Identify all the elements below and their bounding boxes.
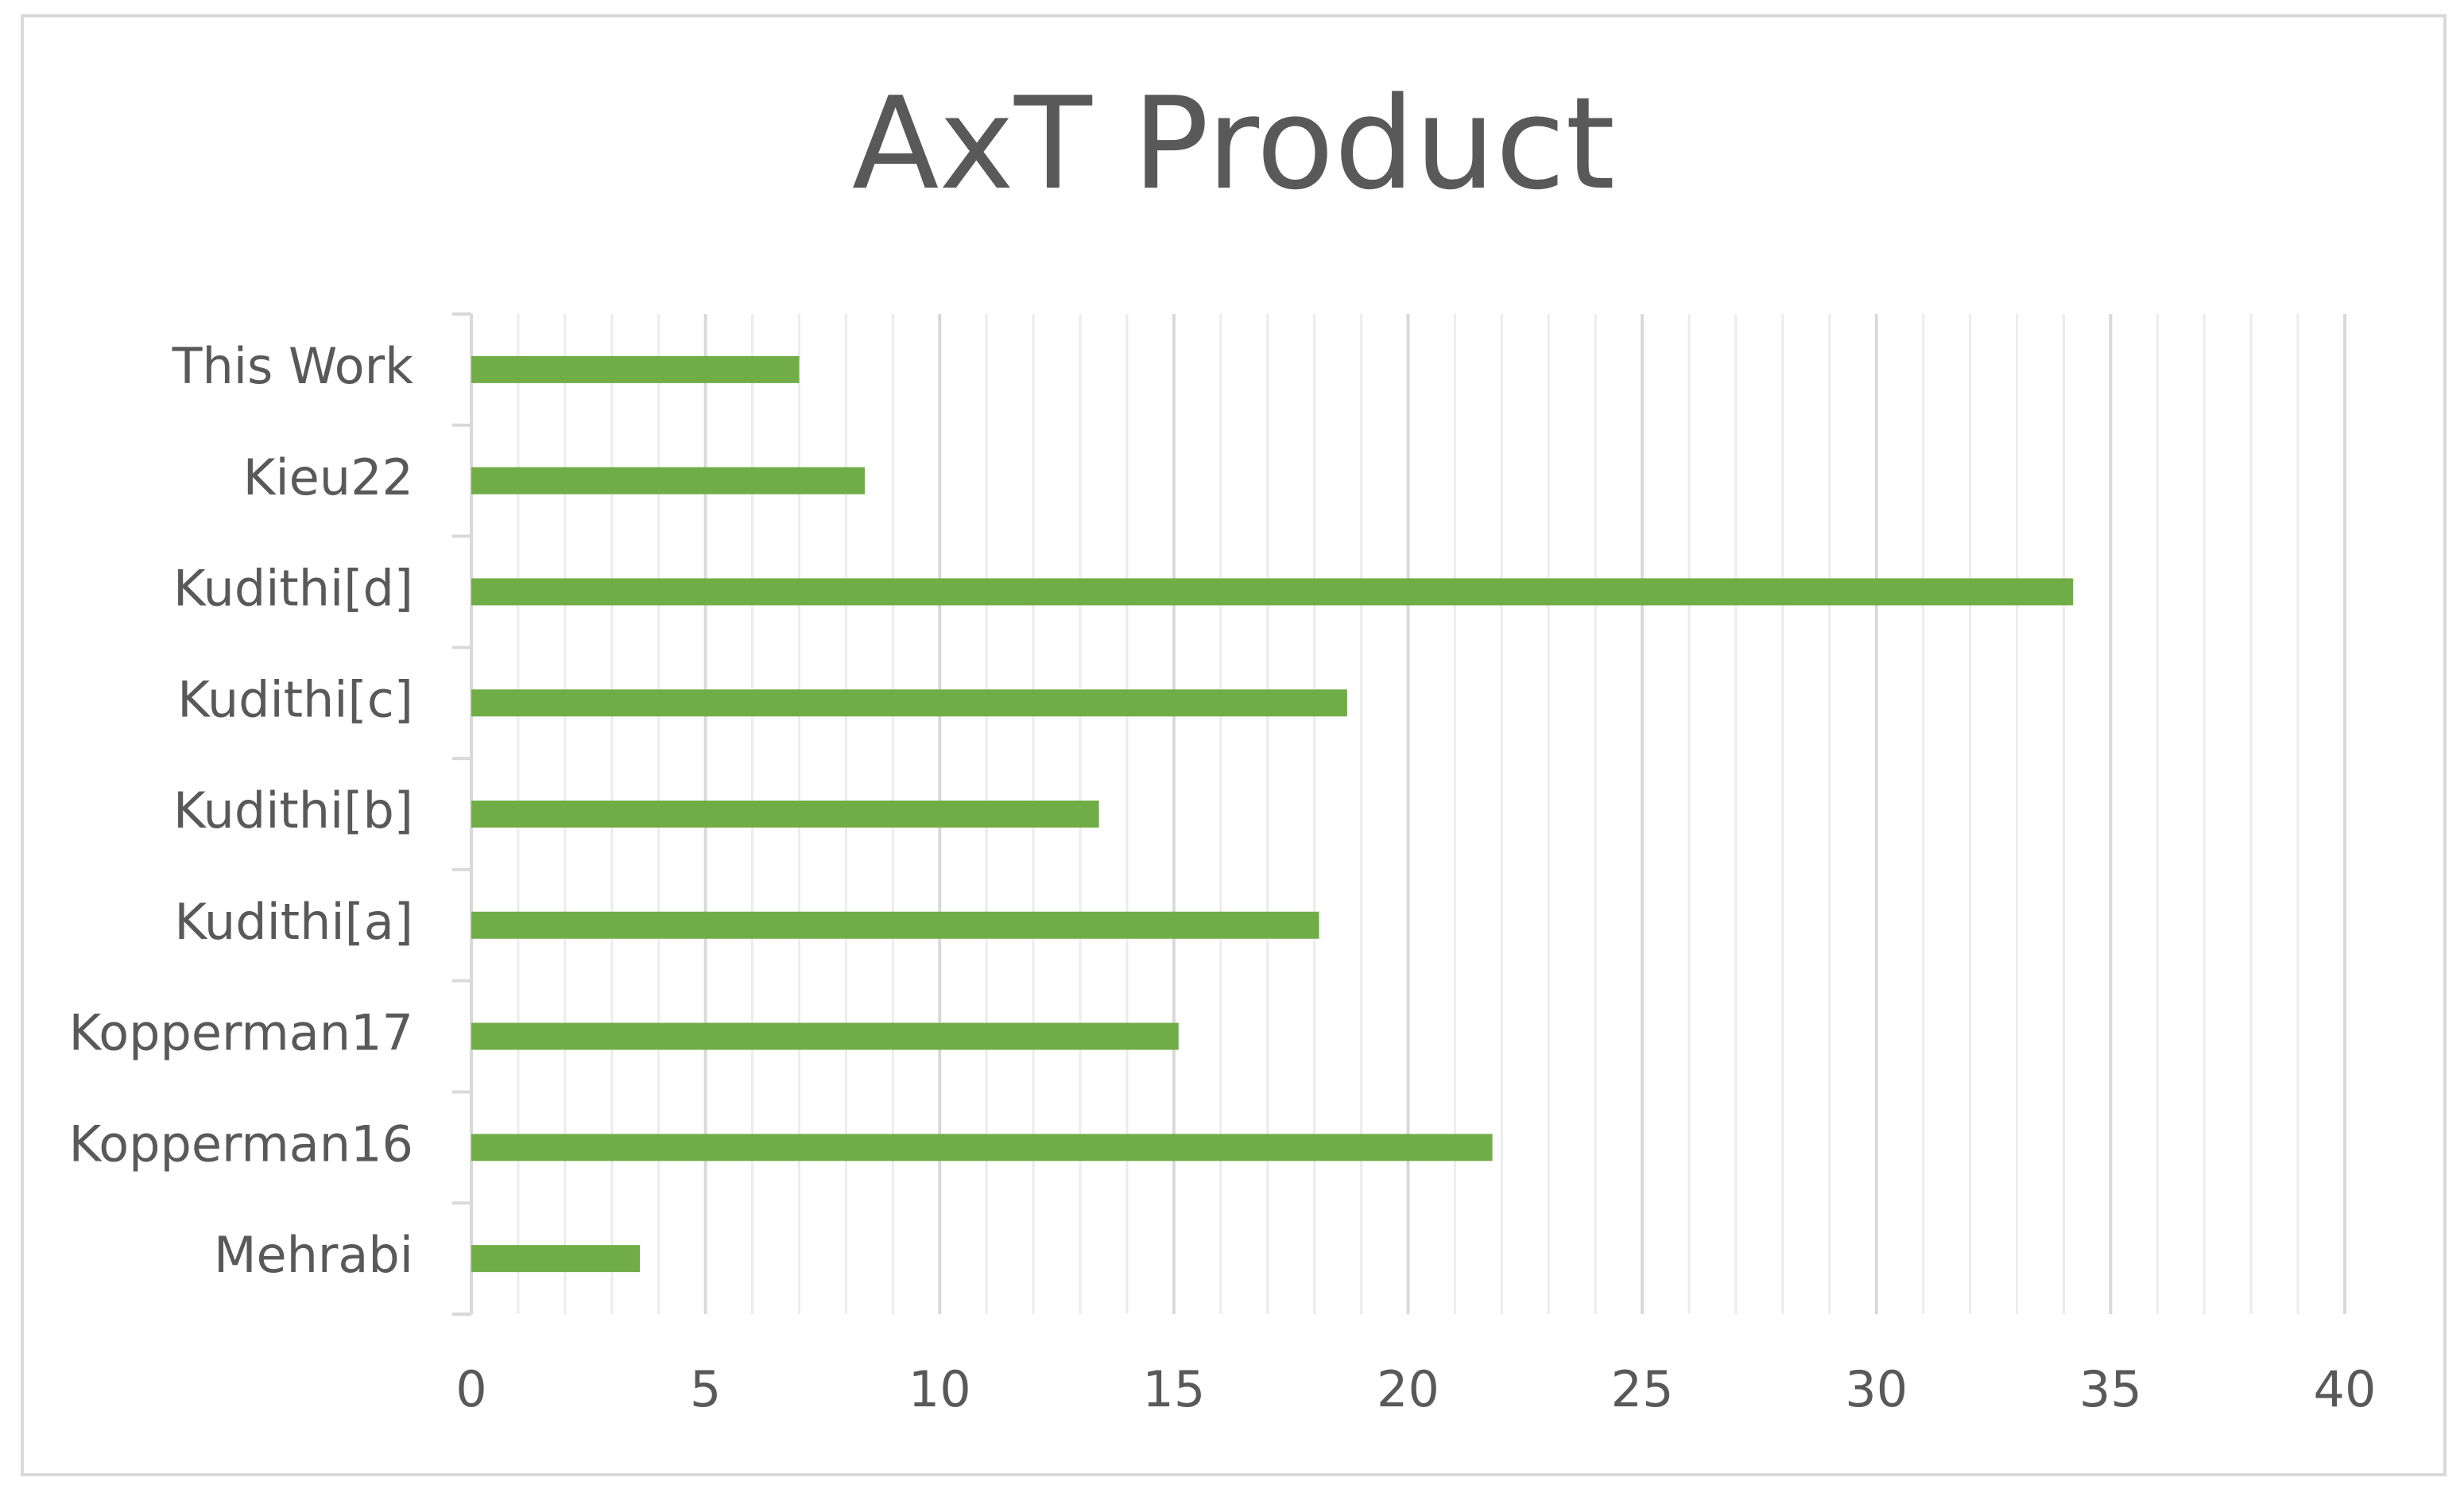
chart-border	[21, 14, 2447, 1476]
x-tick-label: 35	[2079, 1360, 2142, 1418]
bar	[471, 689, 1347, 717]
bar	[471, 1022, 1179, 1050]
bar	[471, 1245, 641, 1273]
y-tick-label: Kieu22	[243, 448, 413, 506]
bar	[471, 355, 800, 383]
bar	[471, 1134, 1493, 1161]
x-tick-label: 5	[690, 1360, 721, 1418]
x-tick-label: 20	[1377, 1360, 1439, 1418]
x-tick-label: 0	[455, 1360, 486, 1418]
y-tick-label: Kudithi[c]	[177, 670, 413, 728]
bar	[471, 801, 1099, 828]
y-tick-label: Kudithi[a]	[174, 893, 413, 951]
bar	[471, 578, 2074, 606]
x-tick-label: 30	[1845, 1360, 1908, 1418]
x-tick-label: 40	[2314, 1360, 2377, 1418]
y-tick-label: Mehrabi	[214, 1226, 413, 1284]
bar	[471, 911, 1319, 939]
y-tick-label: Kudithi[d]	[173, 560, 413, 618]
y-tick-label: Kudithi[b]	[173, 781, 413, 840]
y-tick-label: This Work	[172, 337, 413, 395]
y-tick-label: Kopperman17	[69, 1004, 413, 1062]
bar	[471, 467, 865, 494]
x-tick-label: 25	[1611, 1360, 1674, 1418]
chart-title: AxT Product	[852, 69, 1615, 218]
x-tick-label: 15	[1142, 1360, 1205, 1418]
x-tick-label: 10	[909, 1360, 971, 1418]
y-tick-label: Kopperman16	[69, 1115, 413, 1173]
